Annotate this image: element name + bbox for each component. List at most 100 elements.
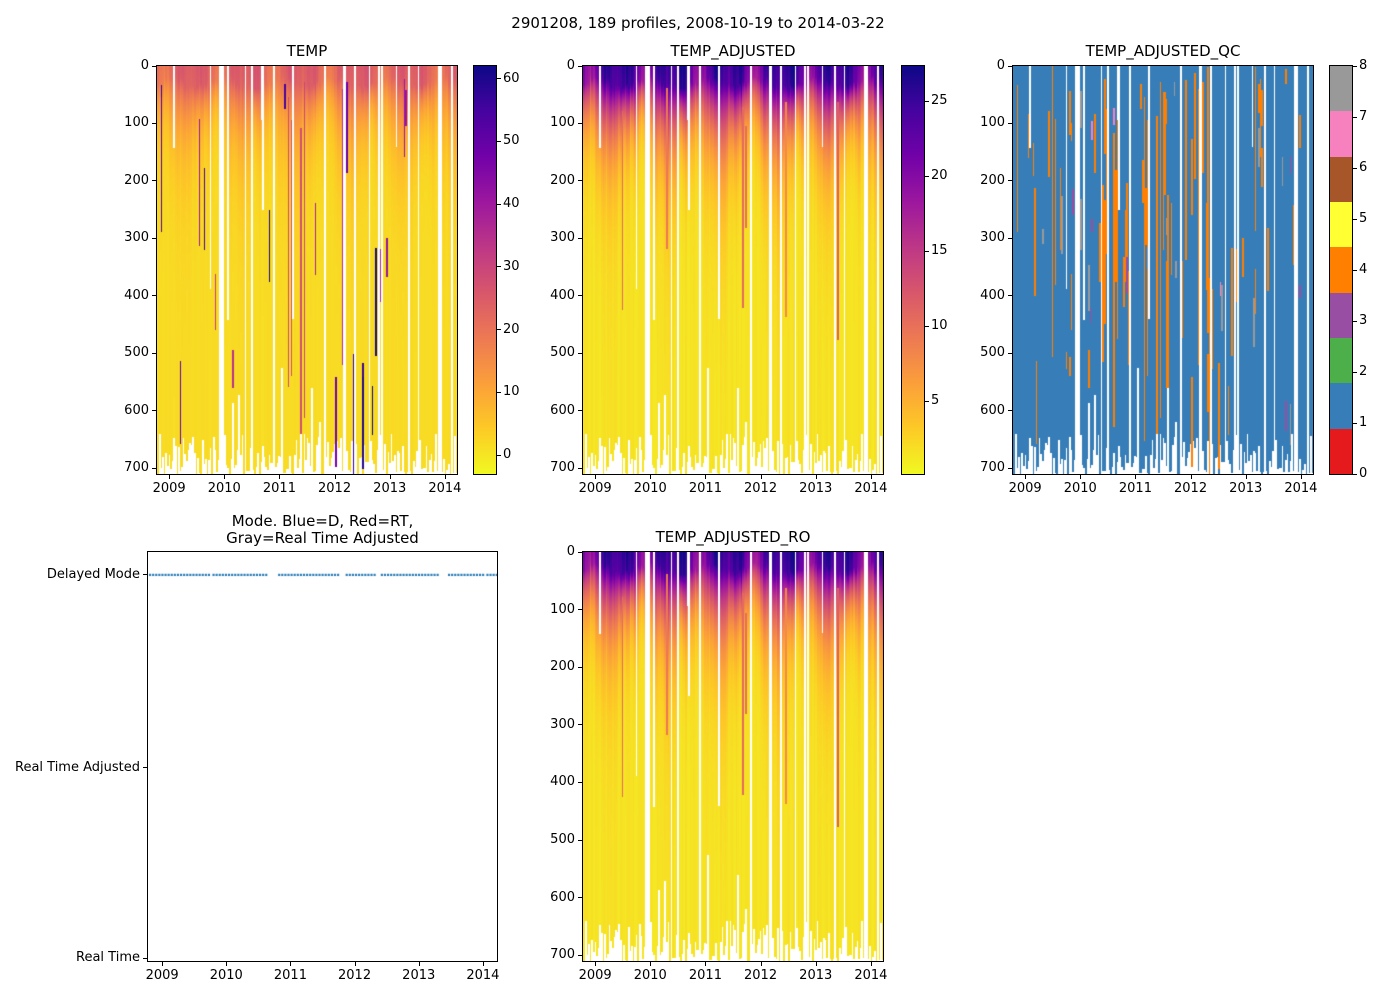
y-tick-label-depth: 400	[550, 774, 575, 790]
tick-mark	[925, 325, 929, 327]
tick-mark	[162, 962, 164, 966]
colorbar-tick-label: 25	[931, 93, 948, 109]
tick-mark	[152, 467, 156, 469]
qc-colorbar-segment	[1330, 201, 1352, 248]
tick-mark	[1353, 167, 1357, 169]
tick-mark	[925, 100, 929, 102]
tick-mark	[815, 475, 817, 479]
x-tick-label-year: 2010	[207, 481, 241, 496]
y-tick-label-depth: 500	[550, 345, 575, 361]
y-tick-label-depth: 400	[980, 287, 1005, 303]
tick-mark	[578, 352, 582, 354]
temp-adjusted-qc-heatmap-canvas	[1013, 66, 1313, 474]
y-tick-label-depth: 200	[550, 659, 575, 675]
tick-mark	[152, 122, 156, 124]
y-tick-label-depth: 500	[124, 345, 149, 361]
tick-mark	[578, 897, 582, 899]
qc-colorbar-segment	[1330, 337, 1352, 384]
tick-mark	[578, 122, 582, 124]
tick-mark	[143, 767, 147, 769]
tick-mark	[143, 574, 147, 576]
x-tick-label-year: 2014	[1284, 481, 1318, 496]
y-tick-label-mode: Real Time Adjusted	[15, 759, 140, 775]
qc-colorbar-segment	[1330, 66, 1352, 112]
x-tick-label-year: 2009	[578, 481, 612, 496]
colorbar-tick-label: 10	[931, 318, 948, 334]
tick-mark	[497, 266, 501, 268]
colorbar-tick-label: 10	[503, 384, 520, 400]
tick-mark	[650, 962, 652, 966]
tick-mark	[224, 475, 226, 479]
y-tick-label-depth: 300	[980, 230, 1005, 246]
panel-title-temp: TEMP	[286, 42, 328, 60]
qc-colorbar-segment	[1330, 428, 1352, 474]
temp-adjusted-heatmap-canvas	[583, 66, 883, 474]
x-tick-label-year: 2014	[428, 481, 462, 496]
colorbar-tick-label: 20	[931, 168, 948, 184]
y-tick-label-depth: 600	[124, 402, 149, 418]
x-tick-label-year: 2011	[262, 481, 296, 496]
colorbar-tick-label: 6	[1359, 160, 1368, 175]
colorbar-tick-label: 60	[503, 70, 520, 86]
x-tick-label-year: 2011	[688, 968, 722, 983]
tick-mark	[1353, 65, 1357, 67]
tick-mark	[705, 475, 707, 479]
qc-colorbar	[1329, 65, 1353, 475]
y-tick-label-depth: 0	[566, 58, 575, 73]
x-tick-label-year: 2014	[854, 968, 888, 983]
panel-title-temp-adjusted-qc: TEMP_ADJUSTED_QC	[1085, 42, 1241, 60]
y-tick-label-mode: Real Time	[76, 950, 140, 966]
x-tick-label-year: 2010	[1063, 481, 1097, 496]
y-tick-label-depth: 500	[980, 345, 1005, 361]
tick-mark	[578, 467, 582, 469]
tick-mark	[1025, 475, 1027, 479]
y-tick-label-depth: 100	[550, 601, 575, 617]
tick-mark	[143, 957, 147, 959]
y-tick-label-depth: 600	[550, 889, 575, 905]
qc-colorbar-segment	[1330, 383, 1352, 429]
mode-line-canvas	[148, 552, 497, 961]
tick-mark	[226, 962, 228, 966]
tick-mark	[1008, 237, 1012, 239]
y-tick-label-depth: 0	[140, 58, 149, 73]
tick-mark	[578, 609, 582, 611]
x-tick-label-year: 2013	[402, 968, 436, 983]
x-tick-label-year: 2011	[273, 968, 307, 983]
tick-mark	[595, 962, 597, 966]
colorbar-tick-label: 3	[1359, 313, 1368, 328]
colorbar-tick-label: 5	[931, 393, 940, 409]
x-tick-label-year: 2012	[318, 481, 352, 496]
colorbar-tick-label: 15	[931, 243, 948, 259]
x-tick-label-year: 2012	[744, 481, 778, 496]
y-tick-label-depth: 300	[124, 230, 149, 246]
colorbar-tick-label: 5	[1359, 211, 1368, 226]
tick-mark	[334, 475, 336, 479]
tick-mark	[152, 65, 156, 67]
y-tick-label-depth: 400	[124, 287, 149, 303]
colorbar-tick-label: 4	[1359, 262, 1368, 277]
x-tick-label-year: 2014	[466, 968, 500, 983]
tick-mark	[1008, 352, 1012, 354]
tick-mark	[578, 295, 582, 297]
y-tick-label-depth: 300	[550, 230, 575, 246]
y-tick-label-depth: 200	[980, 172, 1005, 188]
panel-title-mode: Mode. Blue=D, Red=RT, Gray=Real Time Adj…	[226, 512, 419, 547]
tick-mark	[705, 962, 707, 966]
panel-title-temp-adjusted: TEMP_ADJUSTED	[670, 42, 796, 60]
tick-mark	[1245, 475, 1247, 479]
tick-mark	[578, 781, 582, 783]
colorbar-tick-label: 40	[503, 196, 520, 212]
tick-mark	[578, 180, 582, 182]
tick-mark	[152, 295, 156, 297]
y-tick-label-depth: 700	[550, 947, 575, 963]
x-tick-label-year: 2012	[1174, 481, 1208, 496]
x-tick-label-year: 2013	[373, 481, 407, 496]
temp-heatmap-canvas	[157, 66, 457, 474]
colorbar-tick-label: 8	[1359, 58, 1368, 73]
x-tick-label-year: 2010	[633, 968, 667, 983]
x-tick-label-year: 2012	[744, 968, 778, 983]
tick-mark	[497, 454, 501, 456]
y-tick-label-depth: 300	[550, 716, 575, 732]
x-tick-label-year: 2013	[1229, 481, 1263, 496]
